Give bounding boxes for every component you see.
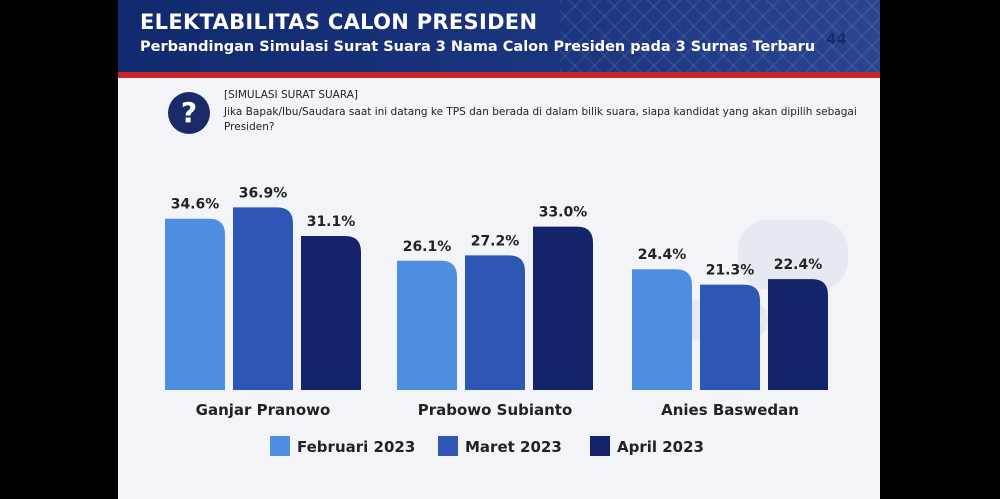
category-label: Prabowo Subianto [418,401,573,419]
data-label: 27.2% [471,233,520,249]
data-label: 33.0% [539,205,588,221]
legend-label: April 2023 [617,438,704,456]
bar-anies-baswedan-april-2023 [768,279,828,390]
bar-group: 34.6% 36.9% 31.1% Ganjar Pranowo 26.1% 27.2% 3… [165,185,828,419]
data-label: 34.6% [171,197,220,213]
legend-swatch [438,436,458,456]
data-label: 22.4% [774,257,823,273]
legend-swatch [270,436,290,456]
slide: ELEKTABILITAS CALON PRESIDEN Perbandinga… [118,0,880,499]
bar-ganjar-pranowo-maret-2023 [233,207,293,390]
bar-prabowo-subianto-februari-2023 [397,260,457,390]
bar-chart: 34.6% 36.9% 31.1% Ganjar Pranowo 26.1% 27.2% 3… [165,185,828,456]
header-red-stripe [118,72,880,78]
legend-label: Februari 2023 [297,438,415,456]
bar-prabowo-subianto-maret-2023 [465,255,525,390]
page-number: 44 [826,30,847,48]
data-label: 21.3% [706,263,755,279]
legend-label: Maret 2023 [465,438,562,456]
header-pattern [560,0,880,72]
bar-ganjar-pranowo-februari-2023 [165,218,225,390]
header-banner: ELEKTABILITAS CALON PRESIDEN Perbandinga… [118,0,880,78]
bar-anies-baswedan-februari-2023 [632,269,692,390]
bar-prabowo-subianto-april-2023 [533,226,593,390]
data-label: 26.1% [403,239,452,255]
question-mark-icon: ? [168,92,210,134]
background-map-shape [738,220,848,290]
bar-ganjar-pranowo-april-2023 [301,236,361,390]
page-title: ELEKTABILITAS CALON PRESIDEN [140,10,538,34]
bar-anies-baswedan-maret-2023 [700,284,760,390]
question-text: Jika Bapak/Ibu/Saudara saat ini datang k… [224,106,857,133]
data-label: 24.4% [638,247,687,263]
question-label: [SIMULASI SURAT SUARA] [224,89,358,101]
legend: Februari 2023 Maret 2023 April 2023 [270,436,704,456]
legend-swatch [590,436,610,456]
category-label: Anies Baswedan [661,401,799,419]
data-label: 36.9% [239,185,288,201]
page-subtitle: Perbandingan Simulasi Surat Suara 3 Nama… [140,39,816,55]
category-label: Ganjar Pranowo [196,401,331,419]
data-label: 31.1% [307,214,356,230]
